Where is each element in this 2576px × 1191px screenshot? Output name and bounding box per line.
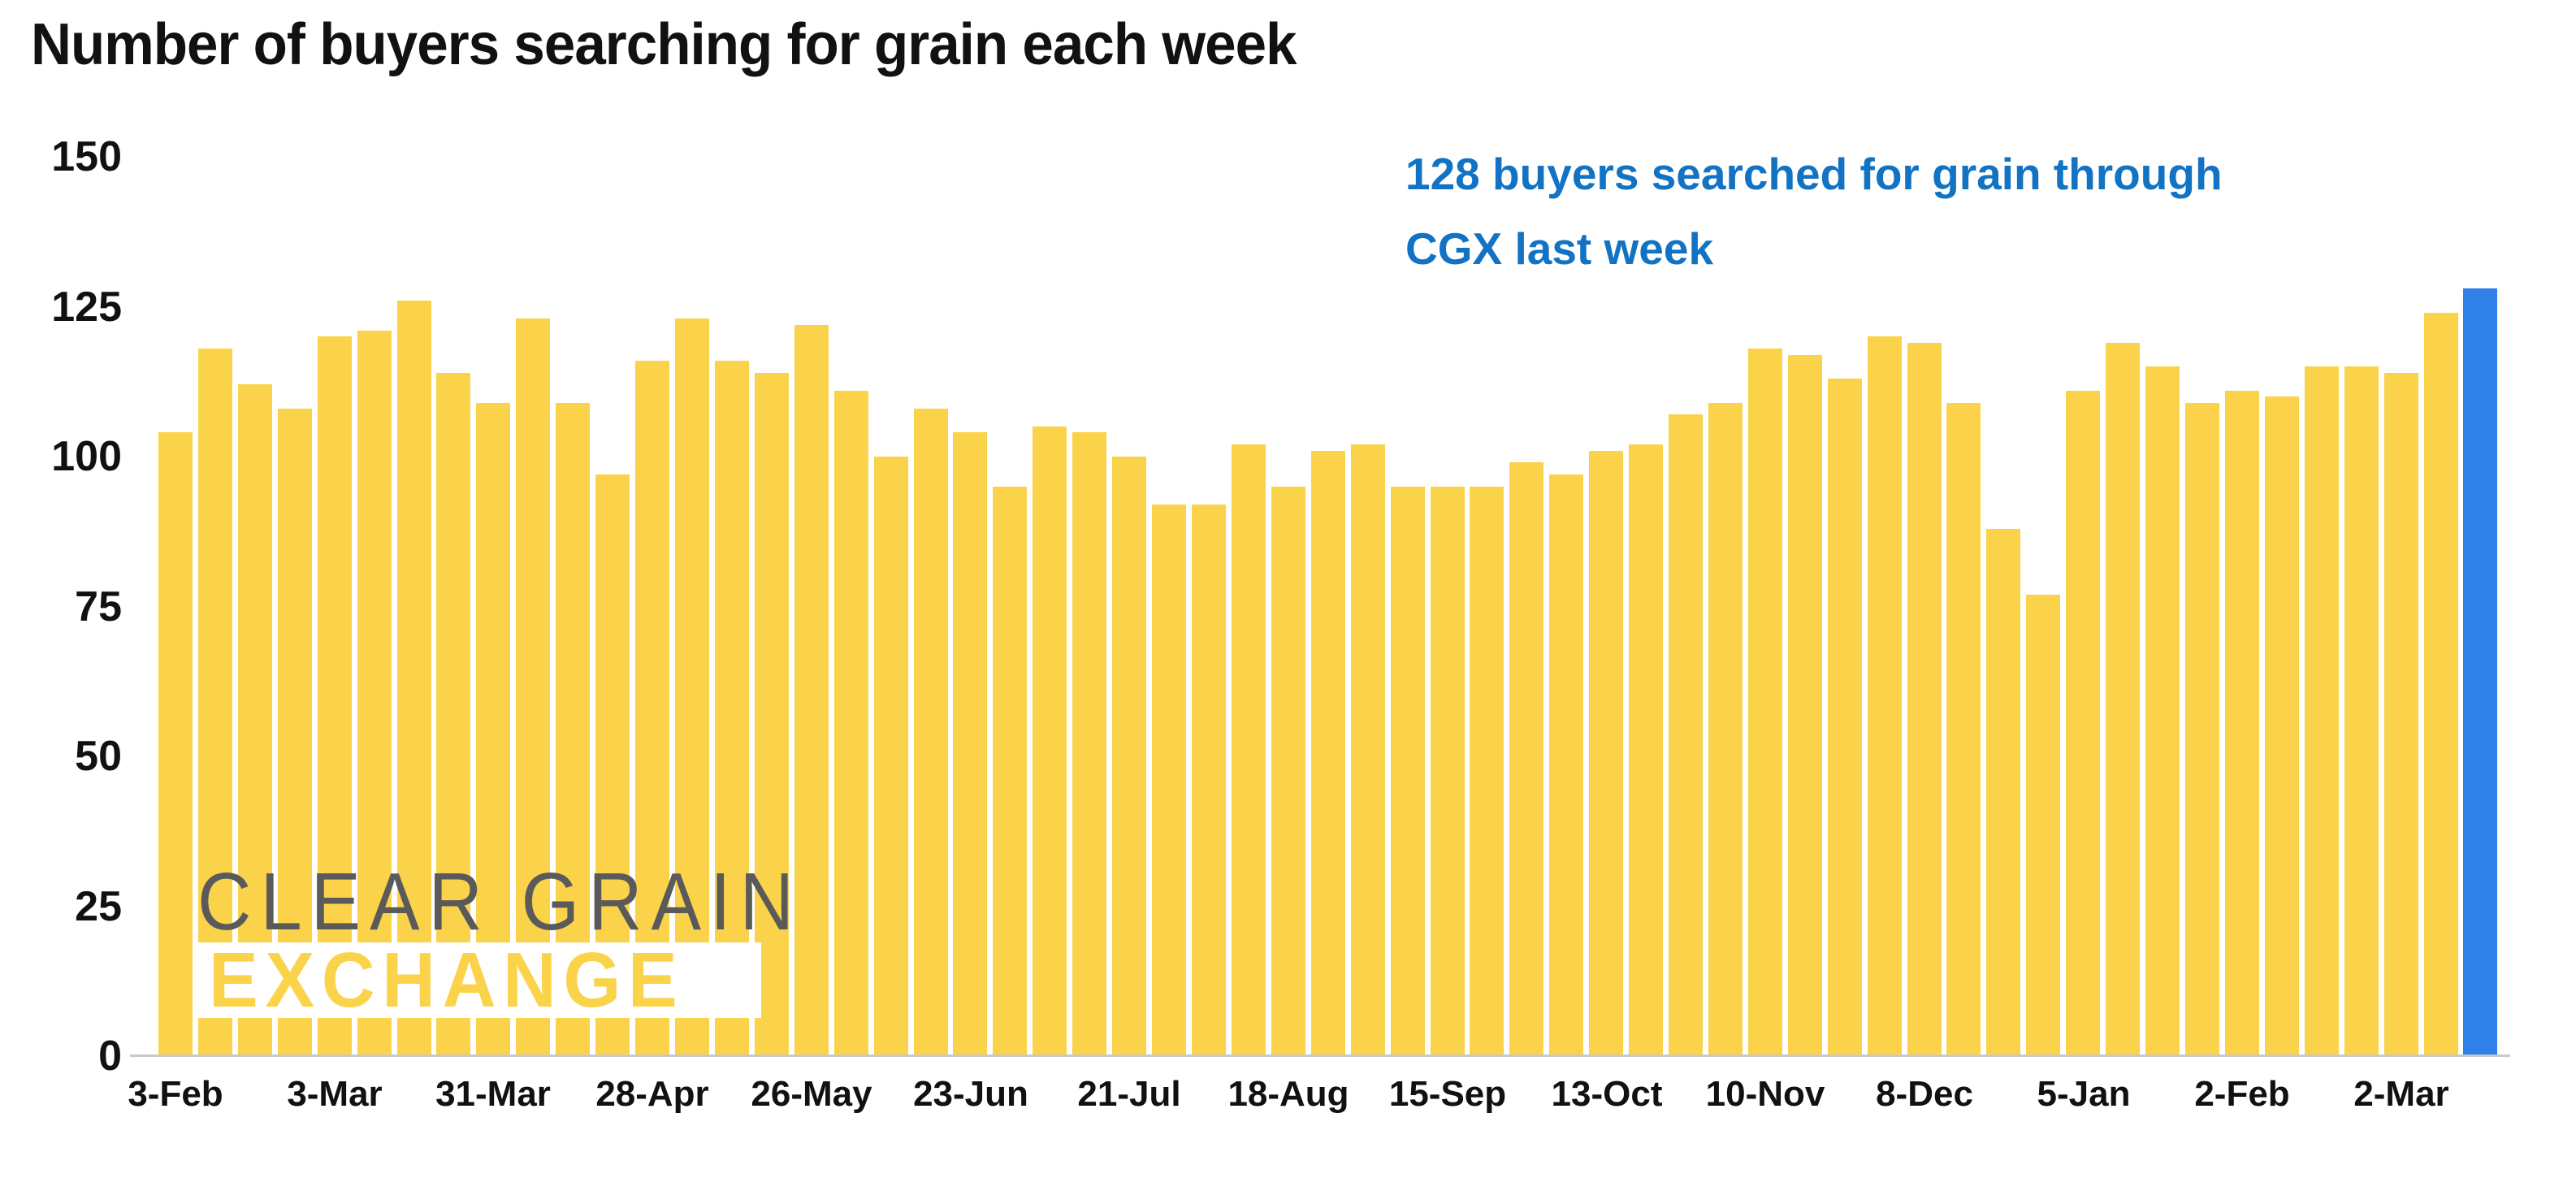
bar [2106,343,2141,1056]
bar [2344,366,2379,1056]
x-axis-tick-label: 3-Feb [128,1074,223,1114]
bar [1986,529,2021,1056]
x-axis-tick-label: 3-Mar [287,1074,383,1114]
bar [2383,373,2418,1056]
bar [1747,349,1782,1056]
x-axis-tick-label: 31-Mar [435,1074,551,1114]
bar [833,391,868,1056]
bar [2224,391,2259,1056]
bar [794,325,829,1056]
x-axis-tick-label: 13-Oct [1551,1074,1663,1114]
bar [2026,595,2061,1056]
x-axis-tick-label: 18-Aug [1227,1074,1349,1114]
annotation-line-1: 128 buyers searched for grain through [1405,149,2223,199]
bar [2145,366,2180,1056]
x-axis-tick-label: 26-May [751,1074,872,1114]
bar [158,432,193,1056]
bar [436,373,471,1056]
bar [1787,355,1822,1056]
bar [1708,403,1743,1056]
bar [2185,403,2220,1056]
bar [1310,451,1345,1056]
bar [1907,343,1942,1056]
bar [357,331,392,1056]
logo-line-exchange: EXCHANGE [209,937,685,1024]
y-axis-tick-label: 125 [51,284,122,331]
y-axis-tick-label: 0 [98,1033,122,1080]
y-axis: 0 25 50 75 100 125 150 [0,0,122,1191]
bar-series [158,157,2498,1056]
bar [1231,444,1266,1056]
bar [1470,487,1504,1056]
x-axis-tick-label: 23-Jun [913,1074,1028,1114]
bar [1430,487,1465,1056]
bar [754,373,789,1056]
x-axis-tick-label: 8-Dec [1876,1074,1973,1114]
clear-grain-exchange-watermark: CLEAR GRAIN EXCHANGE [197,856,855,1024]
bar [1629,444,1664,1056]
bar [873,457,908,1056]
x-axis-tick-label: 28-Apr [595,1074,709,1114]
bar [1191,505,1226,1056]
x-axis-tick-label: 2-Feb [2194,1074,2290,1114]
x-axis-line [130,1055,2510,1057]
logo-band: EXCHANGE [197,937,761,1024]
bar [197,349,232,1056]
x-axis: 3-Feb 3-Mar 31-Mar 28-Apr 26-May 23-Jun 21-Jul… [128,1074,2498,1131]
annotation-text: 128 buyers searched for grain through CG… [1405,136,2543,286]
bar [1350,444,1385,1056]
bar [1827,379,1862,1056]
bar [953,432,988,1056]
bar [1549,474,1584,1056]
bar [1390,487,1425,1056]
bar [993,487,1028,1056]
bar [1589,451,1624,1056]
bar [2423,313,2458,1056]
x-axis-tick-label: 2-Mar [2353,1074,2449,1114]
bar [1867,336,1902,1056]
bar [396,301,431,1056]
bar [1112,457,1147,1056]
x-axis-tick-label: 5-Jan [2037,1074,2131,1114]
bar [516,318,551,1056]
y-axis-tick-label: 100 [51,433,122,480]
y-axis-tick-label: 75 [75,583,122,630]
bar-highlighted-last-week [2463,288,2498,1056]
y-axis-tick-label: 50 [75,733,122,780]
bar [1271,487,1305,1056]
bar [1033,427,1067,1056]
bar [674,318,709,1056]
annotation-line-2: CGX last week [1405,223,1714,274]
bar [2066,391,2101,1056]
bar [635,361,670,1056]
y-axis-tick-label: 150 [51,133,122,180]
bar [714,361,749,1056]
logo-line-clear-grain: CLEAR GRAIN [197,856,803,947]
bar [1509,462,1544,1056]
x-axis-tick-label: 15-Sep [1388,1074,1507,1114]
y-axis-tick-label: 25 [75,883,122,930]
bar [1946,403,1981,1056]
bar [913,409,948,1056]
bar [1669,414,1704,1056]
bar [317,336,352,1056]
bar [2264,396,2299,1056]
chart-title: Number of buyers searching for grain eac… [31,12,1297,77]
x-axis-tick-label: 21-Jul [1077,1074,1181,1114]
bar [2304,366,2339,1056]
x-axis-tick-label: 10-Nov [1705,1074,1825,1114]
plot-area [158,157,2498,1056]
bar [1072,432,1107,1056]
bar [1152,505,1187,1056]
